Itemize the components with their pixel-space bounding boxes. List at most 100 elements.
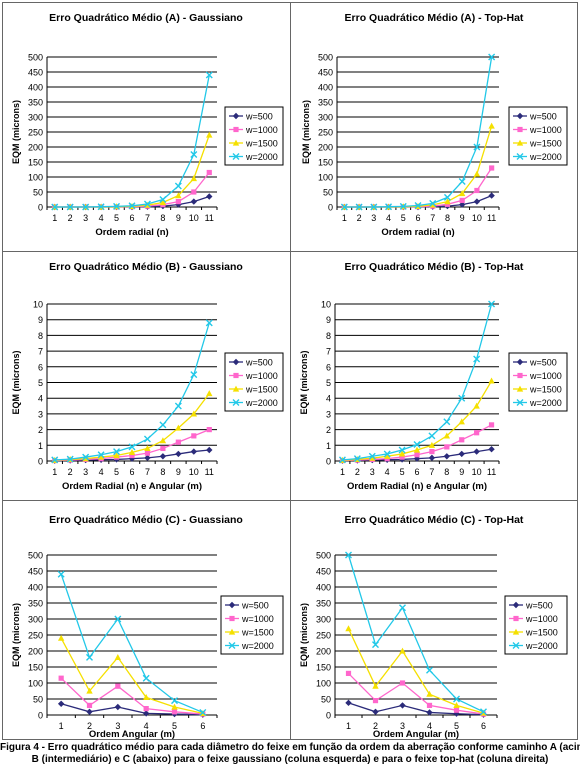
data-point	[129, 452, 135, 459]
data-point	[488, 192, 495, 199]
legend-label: w=2000	[525, 641, 558, 651]
data-point	[368, 452, 376, 460]
y-tick-label: 4	[326, 394, 331, 404]
x-axis-label: Ordem Angular (m)	[89, 729, 175, 740]
chart-c-gaussiano: Erro Quadrático Médio (C) - Guassiano 0 50…	[11, 514, 284, 740]
x-tick-label: 8	[444, 467, 449, 477]
data-point	[66, 203, 74, 211]
chart-panel-a-gaussiano: Erro Quadrático Médio (A) - Gaussiano 0 50…	[3, 3, 289, 248]
grid-divider-row1	[3, 251, 577, 252]
x-tick-label: 9	[460, 213, 465, 223]
data-point	[175, 450, 182, 458]
y-tick-label: 6	[38, 362, 43, 372]
y-tick-label: 100	[316, 679, 331, 689]
x-tick-label: 1	[59, 721, 64, 731]
x-tick-label: 4	[385, 467, 390, 477]
data-point	[345, 625, 352, 632]
data-point	[159, 421, 167, 429]
data-point	[171, 697, 178, 705]
legend-marker	[229, 615, 235, 622]
data-point	[66, 455, 74, 463]
legend-label: w=1500	[525, 628, 558, 638]
data-point	[128, 202, 136, 210]
data-point	[82, 455, 89, 462]
legend-marker	[512, 628, 520, 635]
data-point	[113, 452, 120, 459]
x-tick-label: 6	[200, 721, 205, 731]
y-tick-label: 150	[28, 663, 43, 673]
data-point	[128, 448, 136, 455]
x-tick-label: 6	[481, 721, 486, 731]
data-point	[458, 450, 465, 458]
legend-marker	[232, 139, 240, 146]
y-tick-label: 50	[33, 188, 43, 198]
legend-label: w=2000	[245, 152, 278, 162]
data-point	[458, 394, 466, 402]
x-tick-label: 10	[189, 213, 199, 223]
x-tick-label: 2	[355, 467, 360, 477]
data-point	[57, 700, 65, 707]
y-tick-label: 250	[28, 128, 43, 138]
figure-grid: Erro Quadrático Médio (A) - Gaussiano 0 50…	[2, 2, 578, 740]
x-tick-label: 11	[205, 213, 214, 223]
y-tick-label: 0	[38, 457, 43, 467]
legend-marker	[232, 112, 240, 120]
data-point	[413, 446, 421, 453]
chart-panel-b-gaussiano: Erro Quadrático Médio (B) - Gaussiano 0 1 2…	[3, 252, 289, 497]
data-point	[426, 702, 433, 708]
data-point	[473, 170, 481, 177]
y-tick-label: 200	[318, 143, 333, 153]
data-point	[399, 604, 406, 612]
y-axis-label: EQM (microns)	[299, 350, 309, 414]
series-line-w=1000	[348, 672, 484, 715]
x-tick-label: 4	[144, 721, 149, 731]
y-tick-label: 500	[28, 551, 43, 561]
x-tick-label: 10	[472, 213, 482, 223]
x-tick-label: 3	[370, 467, 375, 477]
data-point	[115, 683, 121, 689]
y-tick-label: 500	[28, 53, 43, 63]
y-tick-label: 0	[326, 711, 331, 721]
y-tick-label: 9	[326, 315, 331, 325]
data-point	[159, 199, 167, 206]
chart-panel-a-tophat: Erro Quadrático Médio (A) - Top-Hat 0 50 10…	[291, 3, 577, 248]
x-axis-label: Ordem Angular (m)	[373, 729, 459, 740]
x-tick-label: 9	[176, 467, 181, 477]
data-point	[345, 699, 352, 707]
series-line-w=2000	[60, 573, 204, 714]
y-tick-label: 150	[28, 158, 43, 168]
x-tick-label: 1	[342, 213, 347, 223]
x-tick-label: 6	[414, 467, 419, 477]
legend-marker	[512, 601, 520, 609]
x-tick-label: 9	[176, 213, 181, 223]
y-tick-label: 450	[316, 567, 331, 577]
y-tick-label: 10	[33, 300, 43, 310]
data-point	[174, 402, 182, 410]
y-tick-label: 450	[318, 68, 333, 78]
data-point	[429, 201, 436, 208]
data-point	[429, 199, 437, 207]
x-tick-label: 7	[145, 213, 150, 223]
y-tick-label: 350	[318, 98, 333, 108]
data-point	[443, 453, 451, 460]
data-point	[97, 453, 105, 460]
y-tick-label: 10	[321, 300, 331, 310]
data-point	[370, 203, 378, 211]
data-point	[57, 634, 65, 641]
legend-marker	[232, 358, 240, 366]
y-tick-label: 100	[28, 679, 43, 689]
x-tick-label: 7	[429, 467, 434, 477]
data-point	[114, 615, 122, 623]
legend-marker	[233, 372, 239, 379]
y-tick-label: 350	[28, 98, 43, 108]
data-point	[175, 192, 182, 199]
chart-title: Erro Quadrático Médio (C) - Guassiano	[49, 514, 243, 526]
data-point	[399, 202, 407, 210]
chart-c-tophat: Erro Quadrático Médio (C) - Top-Hat 0 50 10…	[299, 514, 568, 740]
data-point	[338, 456, 346, 464]
data-point	[82, 203, 90, 211]
data-point	[206, 427, 212, 433]
legend-label: w=2000	[241, 641, 274, 651]
legend-label: w=1000	[245, 125, 278, 135]
chart-panel-b-tophat: Erro Quadrático Médio (B) - Top-Hat 0 1 2 3 4…	[291, 252, 577, 497]
